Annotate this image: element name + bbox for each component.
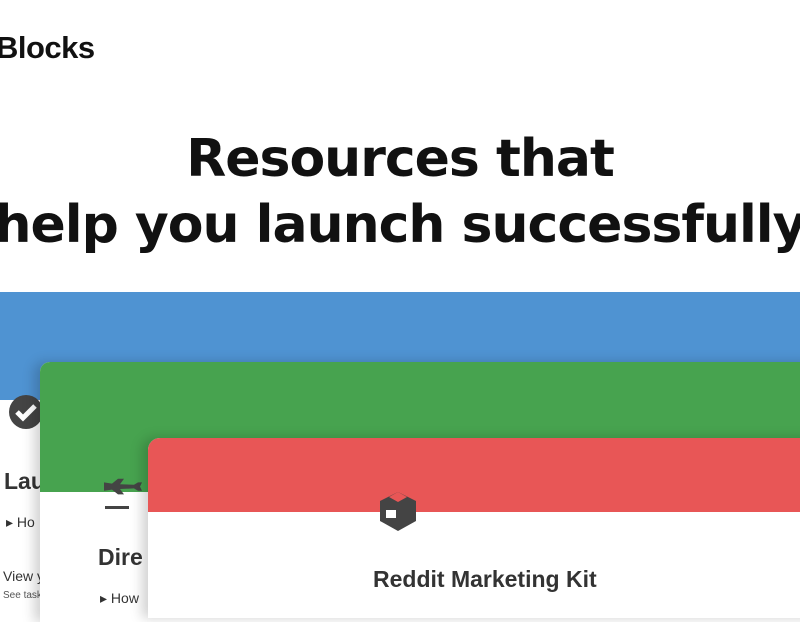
card-header-band (148, 438, 800, 512)
card-subtitle: View y (3, 568, 44, 584)
toggle-item[interactable]: ▸ Ho (6, 514, 35, 530)
box-icon (380, 492, 416, 531)
logo[interactable]: Blocks (0, 30, 95, 65)
airplane-icon (104, 478, 142, 509)
hero-line-2: help you launch successfully (0, 195, 800, 255)
hero-heading: Resources that help you launch successfu… (0, 126, 800, 258)
hero-line-1: Resources that (186, 129, 615, 189)
card-title: Dire (98, 544, 143, 570)
toggle-label: Ho (16, 514, 35, 530)
card-title: Reddit Marketing Kit (373, 566, 597, 592)
toggle-label: How (110, 590, 139, 606)
card-note: See task (3, 590, 42, 601)
resource-card-reddit-marketing-kit[interactable]: Reddit Marketing Kit (148, 438, 800, 618)
toggle-item[interactable]: ▸ How (100, 590, 139, 606)
check-circle-icon (9, 395, 43, 429)
card-title: Lau (4, 468, 45, 494)
